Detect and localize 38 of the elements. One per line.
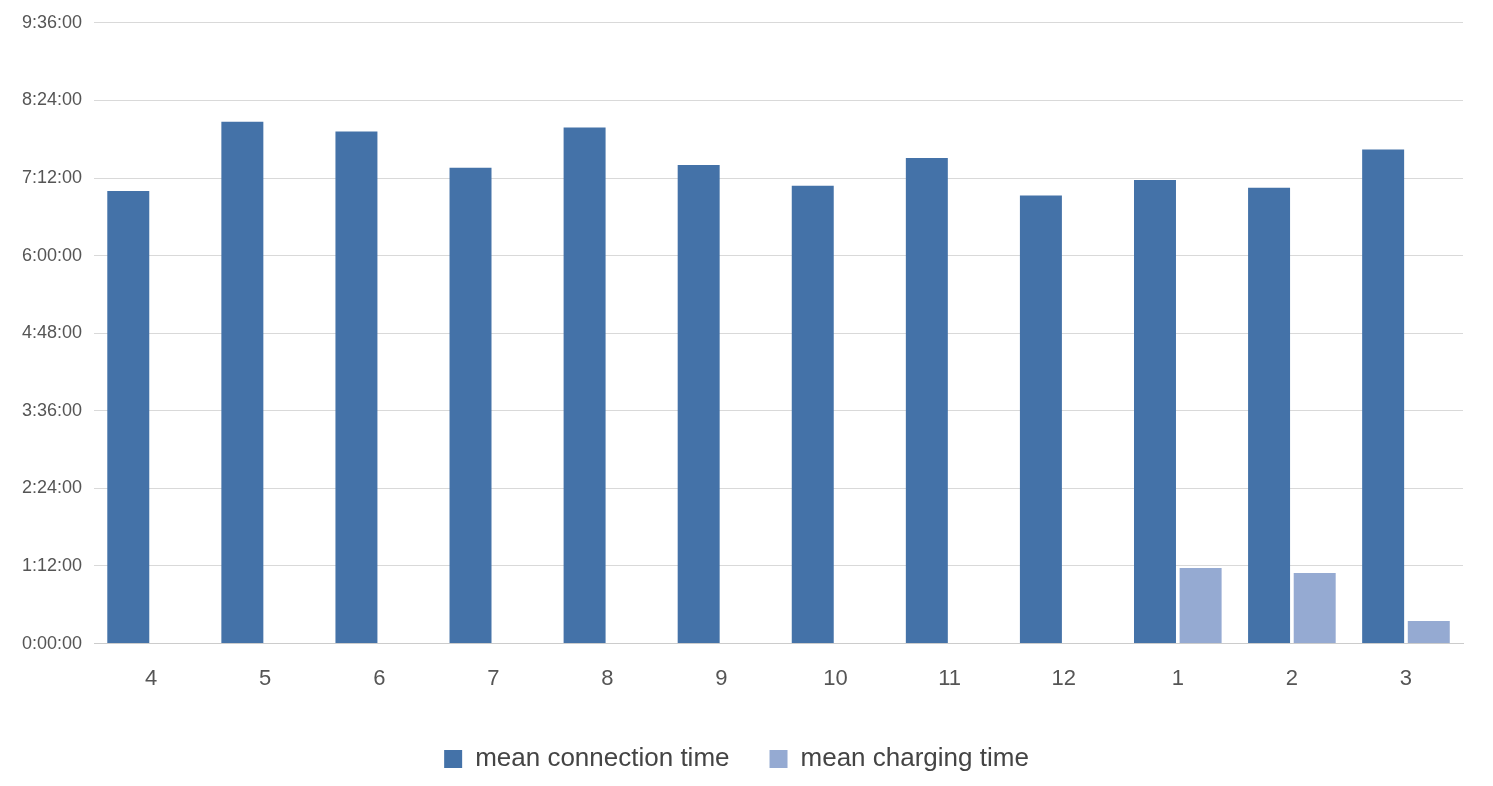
- y-tick-label: 9:36:00: [21, 11, 83, 32]
- bar: [905, 157, 948, 644]
- y-tick-label: 6:00:00: [21, 244, 83, 265]
- bar: [1019, 195, 1062, 644]
- bar: [1362, 149, 1405, 644]
- x-tick-label: 4: [144, 664, 158, 690]
- y-tick-label: 0:00:00: [21, 632, 83, 653]
- y-tick-label: 7:12:00: [21, 166, 83, 187]
- bar: [1407, 620, 1450, 644]
- y-tick-label: 3:36:00: [21, 399, 83, 420]
- x-tick-label: 6: [373, 664, 386, 690]
- legend-label: mean charging time: [800, 742, 1029, 773]
- bar: [221, 121, 264, 644]
- bar: [1179, 567, 1222, 644]
- x-tick-label: 10: [823, 664, 848, 690]
- y-tick-label: 4:48:00: [21, 322, 83, 343]
- bar: [791, 185, 834, 644]
- bar: [1134, 179, 1176, 644]
- bar: [1248, 187, 1291, 644]
- bar: [563, 127, 606, 644]
- x-tick-label: 5: [259, 664, 272, 690]
- y-tick-label: 1:12:00: [21, 554, 83, 575]
- x-tick-label: 7: [487, 664, 500, 690]
- x-tick-label: 3: [1399, 664, 1413, 690]
- bar: [107, 190, 150, 644]
- x-tick-label: 2: [1285, 664, 1299, 690]
- bar: [449, 167, 492, 644]
- bar: [335, 131, 378, 644]
- bar: [677, 165, 720, 644]
- legend-label: mean connection time: [475, 742, 730, 773]
- y-tick-label: 2:24:00: [21, 477, 83, 498]
- x-tick-label: 12: [1051, 664, 1076, 690]
- y-tick-label: 8:24:00: [21, 89, 83, 110]
- x-tick-label: 9: [715, 664, 728, 690]
- bar: [1293, 573, 1336, 644]
- x-tick-label: 11: [938, 664, 962, 690]
- x-tick-label: 8: [601, 664, 614, 690]
- x-tick-label: 1: [1171, 664, 1184, 690]
